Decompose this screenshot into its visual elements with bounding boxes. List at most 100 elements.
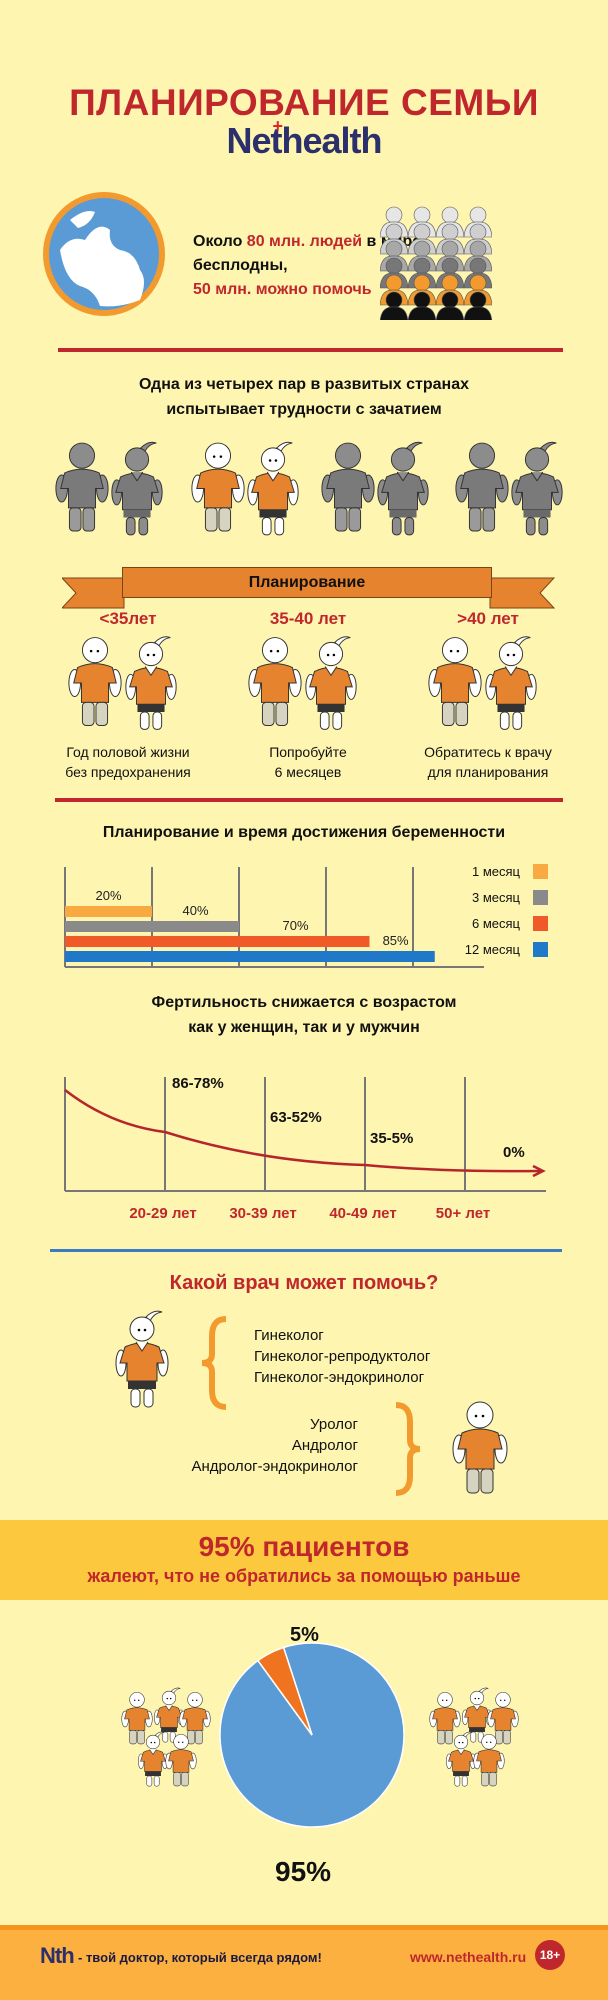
couple-woman-gray [511, 441, 563, 536]
heading-line: Фертильность снижается с возрастом [151, 994, 457, 1011]
legend-label: 12 месяц [464, 942, 520, 957]
legend-swatch [533, 916, 548, 931]
caption-line: Обратитесь к врачу [424, 744, 552, 760]
brace-left-icon [201, 1316, 227, 1410]
stat-text: бесплодны, [193, 257, 288, 274]
stat-highlight: 50 млн. можно помочь [193, 281, 372, 298]
person-icon [380, 291, 409, 320]
logo-suffix: health [281, 120, 383, 161]
age-category-label: 50+ лет [435, 1205, 491, 1222]
man-figure [179, 1692, 211, 1745]
legend-swatch [533, 942, 548, 957]
bar-chart-title: Планирование и время достижения беременн… [102, 824, 506, 841]
fertility-value-label: 63-52% [270, 1109, 322, 1126]
fertility-value-label: 35-5% [370, 1130, 413, 1147]
pie-label-small: 5% [290, 1624, 319, 1646]
fertility-value-label: 0% [503, 1144, 525, 1161]
footer-tagline: - твой доктор, который всегда рядом! [78, 1950, 322, 1965]
man-figure [68, 637, 122, 727]
heading-line: как у женщин, так и у мужчин [188, 1019, 420, 1036]
bar-0 [65, 906, 152, 917]
woman-figure [115, 1310, 169, 1408]
age-label: >40 лет [457, 609, 519, 628]
page-title: ПЛАНИРОВАНИЕ СЕМЬИ [69, 82, 539, 123]
couple-man-gray [321, 442, 375, 532]
divider [55, 798, 563, 802]
bar-value-label: 40% [182, 903, 208, 918]
woman-figure [445, 1731, 477, 1787]
regret-band [0, 1520, 608, 1600]
bar-1 [65, 921, 239, 932]
legend-label: 3 месяц [472, 890, 520, 905]
bar-3 [65, 951, 435, 962]
man-figure [487, 1692, 519, 1745]
age-badge: 18+ [535, 1940, 565, 1970]
legend-swatch [533, 864, 548, 879]
man-figure [121, 1692, 153, 1745]
divider [58, 348, 563, 352]
bar-value-label: 85% [383, 933, 409, 948]
bar-chart: 20% 40% 70% 85% [64, 867, 484, 968]
person-icon [407, 291, 437, 320]
age-label: <35лет [99, 609, 157, 628]
planning-caption: Обратитесь к врачу для планирования [398, 742, 578, 782]
couple-woman-highlight [247, 441, 299, 536]
pie-chart [219, 1642, 405, 1828]
couple-woman-gray [377, 441, 429, 536]
caption-line: Попробуйте [269, 744, 347, 760]
caption-line: 6 месяцев [274, 764, 342, 780]
age-label: 35-40 лет [269, 609, 347, 628]
fertility-title: Фертильность снижается с возрастом как у… [0, 990, 608, 1040]
couples-heading: Одна из четырех пар в развитых странах и… [0, 372, 608, 422]
globe-icon [43, 192, 165, 316]
woman-figure [485, 636, 537, 730]
website-link[interactable]: www.nethealth.ru [410, 1949, 527, 1965]
arrow-head-icon [532, 1164, 546, 1178]
woman-figure [125, 636, 177, 730]
bar-2 [65, 936, 370, 947]
fertility-chart: 86-78% 63-52% 35-5% 0% [64, 1075, 546, 1192]
legend-label: 1 месяц [472, 864, 520, 879]
person-icon [463, 291, 492, 320]
couple-man-highlight [191, 442, 245, 532]
logo-prefix: Ne [226, 120, 271, 161]
footer-logo: Nth [40, 1943, 75, 1968]
age-category-label: 30-39 лет [229, 1205, 297, 1222]
woman-figure [153, 1687, 185, 1743]
man-figure [452, 1401, 508, 1494]
divider [50, 1249, 562, 1252]
regret-headline: 95% пациентов [198, 1531, 410, 1562]
stat-highlight: 80 млн. людей [246, 233, 363, 250]
planning-caption: Попробуйте 6 месяцев [218, 742, 398, 782]
logo-t: t [271, 120, 283, 161]
man-figure [429, 1692, 461, 1745]
doctor-item: Андролог-эндокринолог [191, 1458, 358, 1475]
fertility-curve [64, 1089, 541, 1173]
male-doctor-list: Уролог Андролог Андролог-эндокринолог [150, 1414, 358, 1477]
caption-line: Год половой жизни [66, 744, 190, 760]
bar-value-label: 20% [95, 888, 121, 903]
planning-banner: Планирование [122, 567, 492, 598]
ribbon-tails [62, 577, 556, 609]
heading-line: Одна из четырех пар в развитых странах [139, 376, 469, 393]
legend-label: 6 месяц [472, 916, 520, 931]
woman-figure [461, 1687, 493, 1743]
infertility-stat: Около 80 млн. людей в мире бесплодны, 50… [193, 230, 421, 302]
couple-man-gray [455, 442, 509, 532]
crowd-icon [380, 206, 492, 320]
man-figure [165, 1734, 197, 1787]
pie-slice-1 [256, 1646, 313, 1736]
bar-value-label: 70% [283, 918, 309, 933]
couple-man-gray [55, 442, 109, 532]
brace-right-icon [395, 1402, 421, 1496]
age-category-label: 40-49 лет [329, 1205, 397, 1222]
doctor-item: Андролог [291, 1437, 358, 1454]
caption-line: для планирования [427, 764, 549, 780]
doctor-item: Гинеколог-эндокринолог [254, 1369, 425, 1386]
doctor-item: Гинеколог-репродуктолог [254, 1348, 431, 1365]
pie-label-large: 95% [275, 1856, 332, 1887]
doctor-item: Гинеколог [254, 1327, 324, 1344]
fertility-value-label: 86-78% [172, 1075, 224, 1092]
man-figure [248, 637, 302, 727]
man-figure [473, 1734, 505, 1787]
